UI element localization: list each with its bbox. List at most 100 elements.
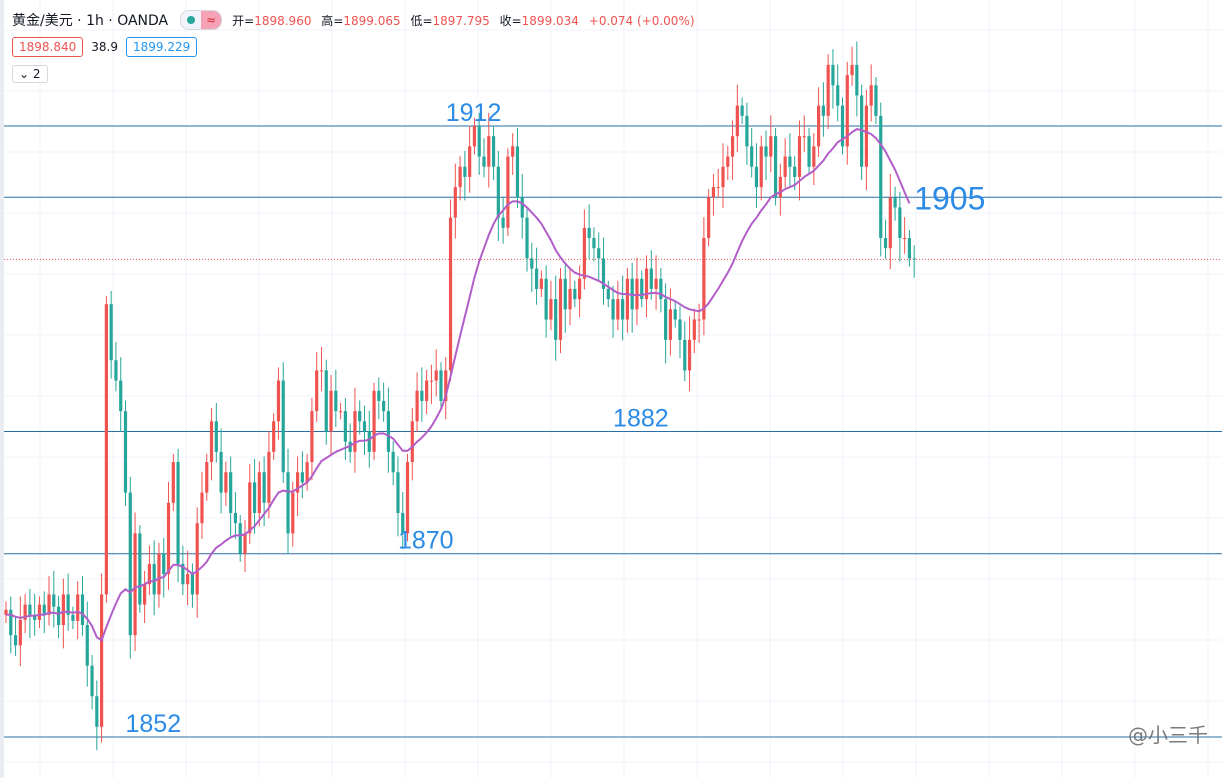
candle-body bbox=[840, 105, 845, 147]
candle-body bbox=[702, 238, 706, 320]
market-open-icon bbox=[181, 11, 202, 29]
candle-body bbox=[683, 339, 687, 371]
candle-body bbox=[793, 166, 797, 177]
candle-body bbox=[238, 523, 242, 554]
candle-body bbox=[750, 146, 754, 167]
symbol-label[interactable]: 黄金/美元 · 1h · OANDA bbox=[12, 13, 169, 29]
candle-body bbox=[300, 472, 304, 483]
sell-button[interactable]: 1898.840 bbox=[12, 37, 84, 57]
candle-body bbox=[291, 492, 295, 534]
candle-body bbox=[267, 451, 271, 503]
candle-body bbox=[28, 604, 32, 615]
candle-body bbox=[463, 166, 467, 177]
candle-body bbox=[582, 227, 586, 279]
candle-body bbox=[730, 136, 735, 157]
candle-body bbox=[324, 370, 328, 432]
buy-button[interactable]: 1899.229 bbox=[125, 37, 198, 57]
candle-body bbox=[367, 431, 371, 452]
candle-body bbox=[37, 604, 42, 620]
candle-body bbox=[257, 472, 261, 513]
candle-body bbox=[764, 146, 768, 157]
candle-body bbox=[826, 64, 830, 116]
level-annotation: 1905 bbox=[914, 180, 985, 216]
candle-body bbox=[372, 390, 376, 452]
level-annotation: 1912 bbox=[446, 99, 502, 127]
candle-body bbox=[573, 288, 577, 300]
candle-body bbox=[214, 421, 218, 452]
candle-body bbox=[802, 136, 806, 138]
candle-body bbox=[190, 574, 195, 595]
candle-body bbox=[90, 665, 94, 697]
candle-body bbox=[80, 594, 85, 625]
candle-body bbox=[405, 462, 410, 534]
candle-body bbox=[850, 64, 854, 76]
candle-body bbox=[893, 197, 897, 208]
candle-body bbox=[429, 380, 434, 382]
quote-row: 1898.840 38.9 1899.229 bbox=[12, 37, 198, 57]
candle-body bbox=[109, 304, 113, 361]
candle-body bbox=[123, 411, 128, 493]
candle-body bbox=[491, 136, 496, 167]
candle-body bbox=[33, 614, 37, 620]
candle-body bbox=[439, 370, 443, 401]
candle-body bbox=[788, 156, 792, 167]
candle-body bbox=[520, 197, 524, 218]
candle-body bbox=[181, 563, 185, 585]
candle-body bbox=[415, 390, 419, 422]
candle-body bbox=[898, 207, 902, 239]
candle-body bbox=[817, 105, 821, 147]
level-annotation: 1882 bbox=[613, 405, 669, 433]
candle-body bbox=[716, 187, 720, 189]
candle-body bbox=[85, 624, 89, 666]
candle-body bbox=[56, 606, 61, 625]
change-value: +0.074 (+0.00%) bbox=[588, 13, 695, 28]
candle-body bbox=[4, 609, 8, 615]
candle-body bbox=[745, 115, 749, 147]
candle-body bbox=[501, 217, 505, 228]
candle-body bbox=[339, 411, 343, 413]
indicators-toggle[interactable]: ⌄ 2 bbox=[12, 65, 48, 83]
candle-body bbox=[740, 105, 744, 116]
low-label: 低= bbox=[410, 13, 433, 28]
candle-body bbox=[166, 502, 171, 575]
candle-body bbox=[807, 136, 811, 167]
candle-body bbox=[133, 533, 137, 636]
candle-body bbox=[143, 584, 147, 605]
candle-body bbox=[812, 146, 816, 167]
candle-body bbox=[558, 278, 563, 340]
candle-body bbox=[845, 75, 849, 147]
close-label: 收= bbox=[499, 13, 522, 28]
candle-body bbox=[386, 411, 390, 452]
chart-header: 黄金/美元 · 1h · OANDA ≈ 开=1898.960 高=1899.0… bbox=[12, 10, 701, 30]
status-pill[interactable]: ≈ bbox=[180, 10, 223, 30]
candle-body bbox=[664, 299, 668, 340]
candle-body bbox=[13, 635, 18, 646]
candle-body bbox=[601, 258, 606, 289]
candle-body bbox=[171, 462, 175, 503]
candle-body bbox=[152, 563, 156, 595]
candle-body bbox=[549, 299, 553, 320]
candle-body bbox=[597, 248, 601, 259]
candle-body bbox=[42, 604, 46, 615]
candle-body bbox=[864, 105, 868, 167]
candle-body bbox=[61, 594, 65, 625]
candle-body bbox=[100, 594, 104, 727]
candle-body bbox=[334, 390, 338, 412]
candle-body bbox=[52, 594, 56, 607]
candle-body bbox=[95, 696, 99, 727]
candle-body bbox=[358, 411, 362, 422]
candle-body bbox=[272, 421, 276, 452]
candle-body bbox=[219, 451, 223, 493]
candle-body bbox=[903, 238, 907, 240]
candle-body bbox=[563, 278, 567, 310]
candle-body bbox=[554, 299, 558, 340]
candle-body bbox=[23, 604, 27, 620]
candle-body bbox=[711, 187, 716, 198]
candle-body bbox=[128, 492, 132, 636]
candle-body bbox=[525, 217, 529, 259]
candle-body bbox=[114, 360, 118, 381]
candle-body bbox=[754, 166, 759, 188]
candle-body bbox=[444, 370, 448, 401]
candle-body bbox=[138, 533, 142, 605]
